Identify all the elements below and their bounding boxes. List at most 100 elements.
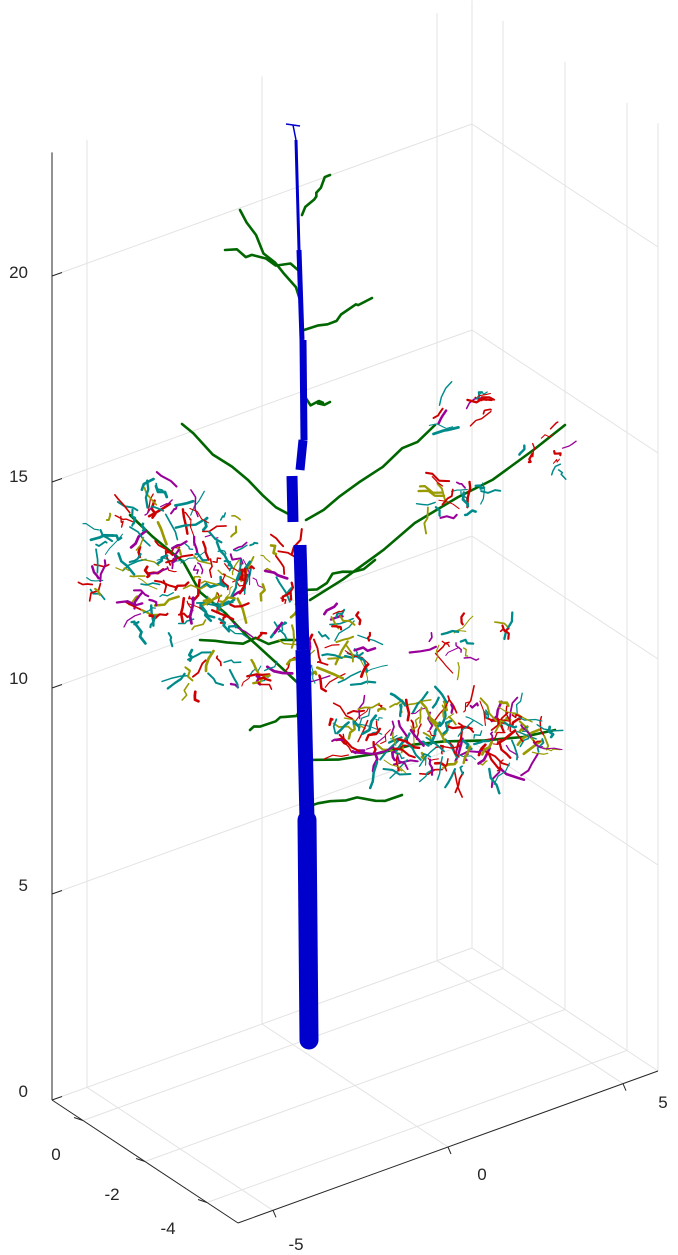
grid-line: [51, 741, 473, 895]
grid-lines: [51, 0, 659, 1211]
branch-twig: [147, 493, 154, 514]
branch-twig: [509, 696, 519, 720]
branch-twig: [181, 682, 190, 701]
branch-twig: [207, 672, 225, 687]
branch-twig: [459, 765, 464, 775]
branch-twig: [165, 546, 181, 554]
branch-twig: [90, 565, 100, 580]
x-tick-mark: [272, 1210, 277, 1218]
branch-twig: [281, 591, 291, 602]
branch-twig: [480, 760, 488, 766]
branch-twig: [368, 760, 379, 790]
branch-twig: [474, 396, 488, 402]
branch-twig: [120, 515, 124, 528]
branch-twig: [345, 645, 354, 663]
branch-twig: [441, 640, 450, 648]
branch-twig: [240, 568, 244, 582]
branch-twig: [496, 759, 504, 772]
x-tick-label-0: 0: [477, 1165, 486, 1184]
branch-twig: [444, 758, 449, 772]
branch-twig: [143, 487, 158, 506]
branch-twig: [536, 723, 564, 732]
branch-twig: [436, 756, 444, 781]
branch-twig: [195, 601, 222, 608]
branch-twig: [398, 703, 403, 718]
branch-twig: [368, 746, 395, 755]
branch-twig: [359, 663, 370, 678]
grid-line: [471, 123, 659, 248]
branch-twig: [444, 768, 457, 789]
branch-twig: [246, 673, 271, 678]
branch-twig: [377, 704, 384, 710]
branch-twig: [199, 603, 213, 623]
branch-twig: [477, 743, 487, 757]
branch-twig: [498, 767, 526, 781]
branch-twig: [499, 627, 510, 633]
branch-twig: [364, 664, 388, 673]
branch-twig: [444, 738, 459, 759]
branch-level2: [180, 422, 298, 520]
grid-line: [471, 535, 659, 660]
branch-twig: [469, 702, 479, 709]
branch-twig: [150, 505, 165, 512]
branch-twig: [415, 501, 436, 506]
branch-twig: [189, 507, 209, 524]
branch-twig: [518, 725, 529, 733]
branch-twig: [488, 767, 501, 795]
branch-twig: [116, 500, 139, 512]
branch-twig: [428, 758, 434, 776]
branch-twig: [515, 732, 524, 742]
branch-twig: [155, 471, 178, 488]
branch-twig: [361, 714, 378, 736]
branch-twig: [550, 463, 562, 476]
branch-level2: [223, 248, 300, 272]
branch-twig: [547, 725, 555, 739]
z-tick-label-15: 15: [9, 467, 28, 486]
branch-twig: [115, 567, 130, 572]
branch-twig: [456, 661, 460, 681]
branch-twig: [223, 659, 242, 664]
branch-twig: [460, 612, 466, 626]
branch-twig: [94, 587, 101, 596]
branch-twig: [382, 767, 412, 776]
branch-twig: [312, 638, 322, 664]
branch-twig: [154, 484, 169, 499]
branch-twig: [174, 581, 190, 591]
branch-twig: [191, 619, 207, 631]
axis-lines: [51, 152, 659, 1224]
z-tick-mark: [51, 1096, 63, 1101]
grid-line: [471, 947, 659, 1072]
branch-twig: [159, 499, 173, 508]
branch-twig: [114, 494, 131, 514]
branch-twig: [453, 770, 463, 798]
branch-twig: [457, 719, 475, 737]
branch-twig: [190, 489, 199, 518]
branch-twig: [428, 423, 454, 430]
branch-twig: [543, 734, 550, 751]
branch-twig: [105, 512, 112, 522]
branch-twig: [409, 728, 425, 747]
trunk-segment: [296, 249, 305, 341]
branch-twig: [219, 512, 227, 521]
branch-twig: [395, 752, 405, 760]
branch-level2: [238, 208, 302, 302]
branch-twig: [193, 690, 200, 703]
branch-twig: [289, 581, 295, 601]
branch-twig: [252, 577, 264, 589]
branch-twig: [277, 621, 286, 633]
branch-lines: [77, 173, 577, 810]
y-tick-label-0: 0: [51, 1145, 60, 1164]
branch-twig: [170, 504, 178, 515]
branch-twig: [143, 565, 151, 579]
z-tick-mark: [51, 684, 63, 689]
branch-twig: [395, 753, 400, 772]
branch-twig: [170, 540, 188, 550]
branch-twig: [159, 592, 174, 598]
branch-twig: [331, 625, 343, 631]
branch-twig: [82, 522, 100, 531]
branch-twig: [229, 602, 250, 608]
branch-twig: [503, 721, 518, 729]
branch-twig: [404, 698, 411, 722]
branch-twig: [339, 615, 356, 626]
